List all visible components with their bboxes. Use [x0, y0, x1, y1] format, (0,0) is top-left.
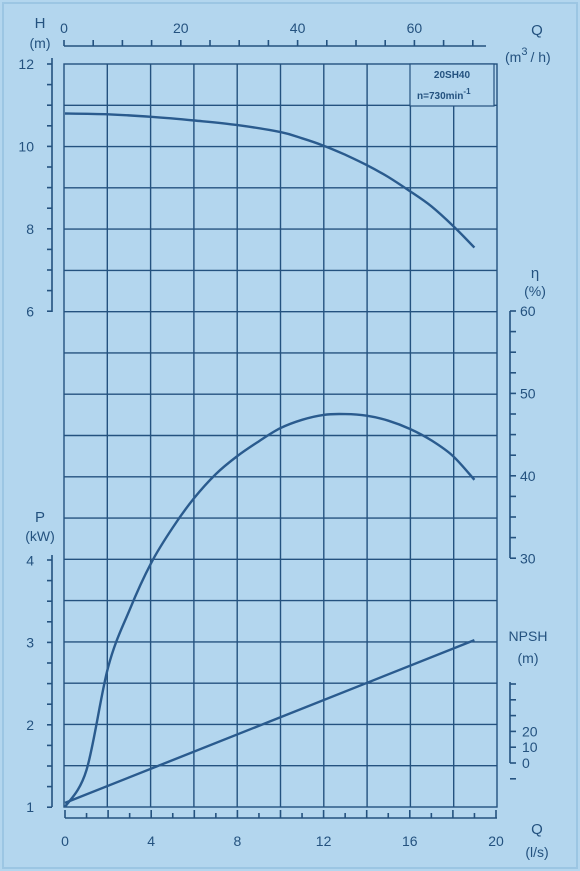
- head-axis-tick-label: 8: [26, 221, 34, 237]
- bottom-axis-tick-label: 0: [61, 833, 69, 849]
- top-q-unit: (m3/ h): [505, 46, 551, 65]
- bottom-q-unit: (l/s): [525, 844, 548, 860]
- npsh-axis-unit: (m): [518, 650, 539, 666]
- power-axis-tick-label: 2: [26, 717, 34, 733]
- head-axis-tick-label: 12: [18, 56, 34, 72]
- pump-info-box: 20SH40 n=730min-1: [409, 63, 495, 107]
- power-axis-unit: (kW): [25, 528, 55, 544]
- efficiency-axis-tick-label: 40: [520, 468, 536, 484]
- pump-model: 20SH40: [434, 70, 471, 81]
- top-axis-tick-label: 60: [407, 20, 423, 36]
- top-axis-tick-label: 40: [290, 20, 306, 36]
- power-axis-tick-label: 3: [26, 635, 34, 651]
- npsh-axis-tick-label: 0: [522, 755, 530, 771]
- head-axis-tick-label: 10: [18, 139, 34, 155]
- head-curve: [64, 112, 476, 249]
- efficiency-axis-tick-label: 50: [520, 386, 536, 402]
- pump-speed: n=730min-1: [417, 87, 471, 102]
- efficiency-curve: [63, 412, 476, 808]
- bottom-axis-tick-label: 16: [402, 833, 418, 849]
- bottom-axis-tick-label: 12: [316, 833, 332, 849]
- bottom-axis-tick-label: 8: [234, 833, 242, 849]
- efficiency-axis-tick-label: 60: [520, 303, 536, 319]
- pump-info-frame: [409, 63, 495, 107]
- power-curve: [64, 638, 475, 805]
- top-axis-tick-label: 20: [173, 20, 189, 36]
- bottom-axis-tick-label: 4: [147, 833, 155, 849]
- head-axis-unit: (m): [30, 35, 51, 51]
- power-axis-label: P: [35, 509, 45, 526]
- power-axis-tick-label: 4: [26, 552, 34, 568]
- top-q-label: Q: [531, 22, 543, 39]
- npsh-axis-label: NPSH: [509, 628, 548, 644]
- power-axis-tick-label: 1: [26, 799, 34, 815]
- efficiency-axis-label: η: [531, 265, 539, 282]
- efficiency-axis-tick-label: 30: [520, 551, 536, 567]
- top-axis-tick-label: 0: [60, 20, 68, 36]
- bottom-q-label: Q: [531, 821, 543, 838]
- bottom-axis-tick-label: 20: [488, 833, 504, 849]
- head-axis-tick-label: 6: [26, 304, 34, 320]
- npsh-axis-tick-label: 10: [522, 739, 538, 755]
- curves: [63, 112, 476, 808]
- head-axis-label: H: [35, 15, 46, 32]
- efficiency-axis-unit: (%): [524, 283, 546, 299]
- grid: [63, 63, 498, 808]
- npsh-axis-tick-label: 20: [522, 723, 538, 739]
